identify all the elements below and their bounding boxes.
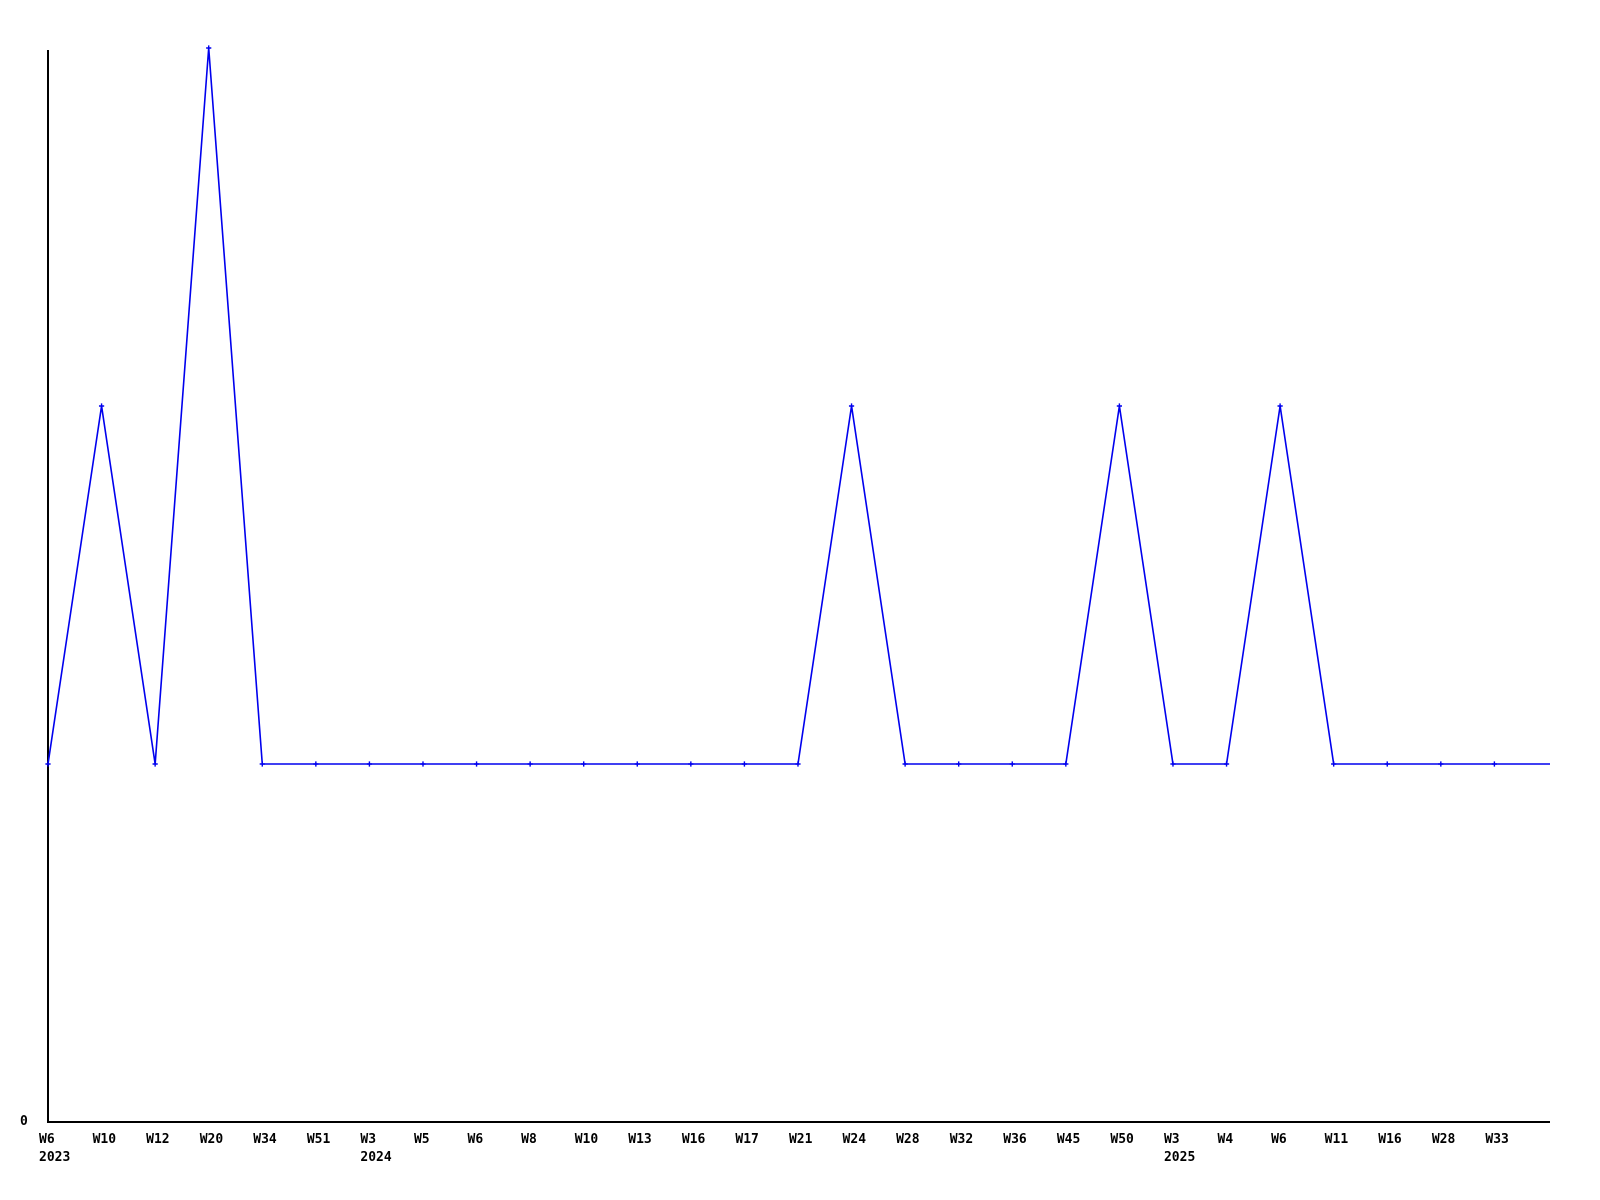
x-tick-label: W20 [199,1132,224,1147]
x-tick-label: W50 [1110,1132,1134,1147]
data-point-marker [688,761,694,767]
x-axis-year-label: 2024 [360,1150,392,1165]
data-point-marker [1170,761,1176,767]
data-point-marker [1438,761,1444,767]
series-line [47,47,1550,765]
x-tick-label: W16 [1378,1132,1402,1147]
x-tick-label: W28 [896,1132,920,1147]
x-tick-label: W51 [306,1132,331,1147]
x-tick-label: W3 [360,1132,377,1147]
data-point-marker [956,761,962,767]
data-point-marker [1009,761,1015,767]
data-point-marker [152,761,158,767]
data-point-marker [1116,403,1122,409]
x-tick-label: W17 [735,1132,759,1147]
data-point-marker [259,761,265,767]
x-tick-label: W12 [146,1132,170,1147]
data-series-group [45,45,1550,767]
data-point-marker [581,761,587,767]
x-tick-label: W13 [628,1132,652,1147]
data-point-marker [98,403,105,409]
x-tick-label: W3 [1163,1132,1180,1147]
x-tick-label: W6 [39,1132,55,1147]
x-tick-label: W33 [1485,1132,1509,1147]
data-point-marker [366,761,373,767]
data-point-marker [1223,761,1230,767]
data-point-marker [1063,761,1069,767]
x-tick-label: W32 [949,1132,974,1147]
x-tick-label: W24 [842,1132,867,1147]
data-point-marker [1331,761,1337,767]
x-tick-label: W4 [1217,1132,1234,1147]
x-tick-label: W10 [92,1132,117,1147]
data-point-marker [313,761,319,767]
data-point-marker [634,761,640,767]
data-point-marker [1491,761,1497,767]
x-tick-label: W21 [788,1132,813,1147]
x-tick-label: W10 [574,1132,599,1147]
x-tick-label: W45 [1056,1132,1081,1147]
data-point-marker [45,761,51,767]
x-tick-label: W5 [413,1132,430,1147]
y-axis-zero-label: 0 [20,1114,28,1129]
data-point-marker [527,761,533,767]
data-point-marker [420,761,426,767]
data-point-marker [1384,761,1390,767]
data-point-marker [741,761,748,767]
axes-group [47,50,1550,1123]
data-point-marker [1277,403,1283,409]
x-tick-label: W11 [1324,1132,1349,1147]
x-tick-label: W8 [521,1132,537,1147]
x-tick-label: W6 [467,1132,484,1147]
x-tick-label: W34 [253,1132,277,1147]
data-point-marker [473,761,480,767]
data-point-marker [902,761,908,767]
data-point-marker [206,45,212,51]
x-tick-label: W28 [1431,1132,1456,1147]
axis-lines [47,50,1550,1123]
x-axis-year-label: 2023 [39,1150,71,1165]
data-point-marker [848,403,855,409]
x-tick-label: W16 [681,1132,706,1147]
x-tick-label: W6 [1271,1132,1287,1147]
data-point-marker [795,761,801,767]
x-axis-year-label: 2025 [1163,1150,1196,1165]
x-tick-label: W36 [1003,1132,1027,1147]
